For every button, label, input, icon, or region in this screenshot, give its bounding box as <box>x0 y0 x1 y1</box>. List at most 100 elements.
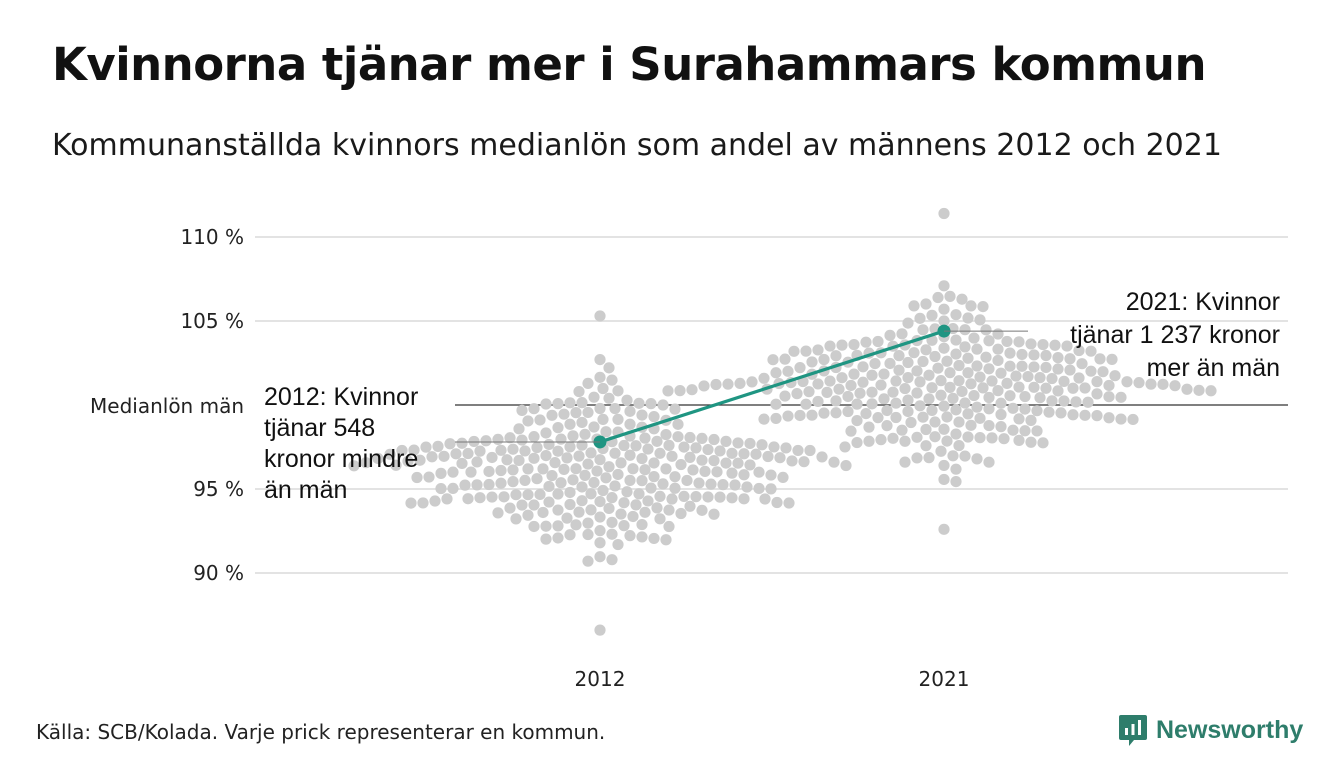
municipality-dot <box>857 361 869 373</box>
municipality-dot <box>624 530 636 542</box>
municipality-dot <box>1067 382 1079 394</box>
municipality-dot <box>1049 339 1061 351</box>
municipality-dot <box>812 344 824 356</box>
municipality-dot <box>860 407 872 420</box>
municipality-dot <box>615 457 627 469</box>
municipality-dot <box>639 506 651 518</box>
municipality-dot <box>621 394 633 406</box>
highlight-line <box>599 329 945 444</box>
municipality-dot <box>465 466 477 478</box>
municipality-dot <box>953 375 965 387</box>
municipality-dot <box>669 482 681 494</box>
municipality-dot <box>1040 349 1052 362</box>
municipality-dot <box>965 300 977 312</box>
municipality-dot <box>950 463 962 475</box>
municipality-dot <box>923 369 935 381</box>
municipality-dot <box>603 362 615 374</box>
municipality-dot <box>768 441 780 453</box>
municipality-dot <box>872 335 884 348</box>
municipality-dot <box>594 354 606 366</box>
x-tick-label: 2012 <box>575 667 626 691</box>
municipality-dot <box>686 384 698 396</box>
municipality-dot <box>582 458 594 470</box>
municipality-dot <box>926 382 938 394</box>
municipality-dot <box>830 350 842 362</box>
municipality-dot <box>803 386 815 398</box>
municipality-dot <box>765 483 777 495</box>
municipality-dot <box>1169 380 1181 392</box>
municipality-dot <box>1043 406 1055 418</box>
municipality-dot <box>875 434 887 446</box>
municipality-dot <box>516 434 528 446</box>
municipality-dot <box>962 367 974 379</box>
municipality-dot <box>516 404 528 416</box>
municipality-dot <box>926 309 938 321</box>
municipality-dot <box>1058 395 1070 407</box>
municipality-dot <box>962 408 974 420</box>
annotation-2021-line: 2021: Kvinnor <box>1126 288 1280 316</box>
municipality-dot <box>938 523 950 535</box>
municipality-dot <box>678 490 690 503</box>
municipality-dot <box>1037 338 1049 351</box>
municipality-dot <box>516 499 528 511</box>
municipality-dot <box>579 469 591 481</box>
municipality-dot <box>447 466 459 478</box>
municipality-dot <box>675 458 687 471</box>
municipality-dot <box>405 497 417 509</box>
municipality-dot <box>540 533 552 545</box>
municipality-dot <box>1181 383 1193 395</box>
municipality-dot <box>1205 385 1217 397</box>
municipality-dot <box>1073 372 1085 384</box>
municipality-dot <box>974 314 986 326</box>
municipality-dot <box>938 400 950 412</box>
municipality-dot <box>1025 414 1037 426</box>
municipality-dot <box>953 439 965 452</box>
municipality-dot <box>911 365 923 377</box>
municipality-dot <box>791 388 803 400</box>
municipality-dot <box>738 448 750 460</box>
municipality-dot <box>471 479 483 491</box>
municipality-dot <box>992 385 1004 397</box>
municipality-dot <box>866 386 878 398</box>
municipality-dot <box>983 391 995 404</box>
municipality-dot <box>1121 376 1133 388</box>
municipality-dot <box>417 497 429 509</box>
municipality-dot <box>1097 366 1109 378</box>
municipality-dot <box>881 420 893 432</box>
municipality-dot <box>1016 360 1028 372</box>
municipality-dot <box>917 324 929 336</box>
municipality-dot <box>1019 403 1031 415</box>
municipality-dot <box>744 459 756 471</box>
municipality-dot <box>869 357 881 370</box>
municipality-dot <box>932 362 944 374</box>
municipality-dot <box>920 298 932 310</box>
municipality-dot <box>962 312 974 324</box>
municipality-dot <box>1007 402 1019 414</box>
municipality-dot <box>1094 353 1106 365</box>
municipality-dot <box>522 489 534 501</box>
municipality-dot <box>435 467 447 479</box>
municipality-dot <box>693 477 705 489</box>
municipality-dot <box>522 415 534 427</box>
municipality-dot <box>770 412 782 425</box>
municipality-dot <box>552 532 564 544</box>
municipality-dot <box>1115 413 1127 425</box>
municipality-dot <box>905 416 917 429</box>
brand-logo[interactable]: Newsworthy <box>1118 712 1303 748</box>
municipality-dot <box>564 486 576 499</box>
municipality-dot <box>468 435 480 448</box>
municipality-dot <box>1028 361 1040 373</box>
municipality-dot <box>908 347 920 359</box>
municipality-dot <box>941 355 953 367</box>
municipality-dot <box>570 463 582 475</box>
municipality-dot <box>1079 382 1091 394</box>
municipality-dot <box>591 465 603 477</box>
municipality-dot <box>726 492 738 504</box>
municipality-dot <box>914 312 926 324</box>
x-tick-label: 2021 <box>919 667 970 691</box>
municipality-dot <box>845 379 857 392</box>
municipality-dot <box>435 482 447 495</box>
municipality-dot <box>522 463 534 475</box>
municipality-dot <box>734 377 746 390</box>
municipality-dot <box>549 457 561 469</box>
